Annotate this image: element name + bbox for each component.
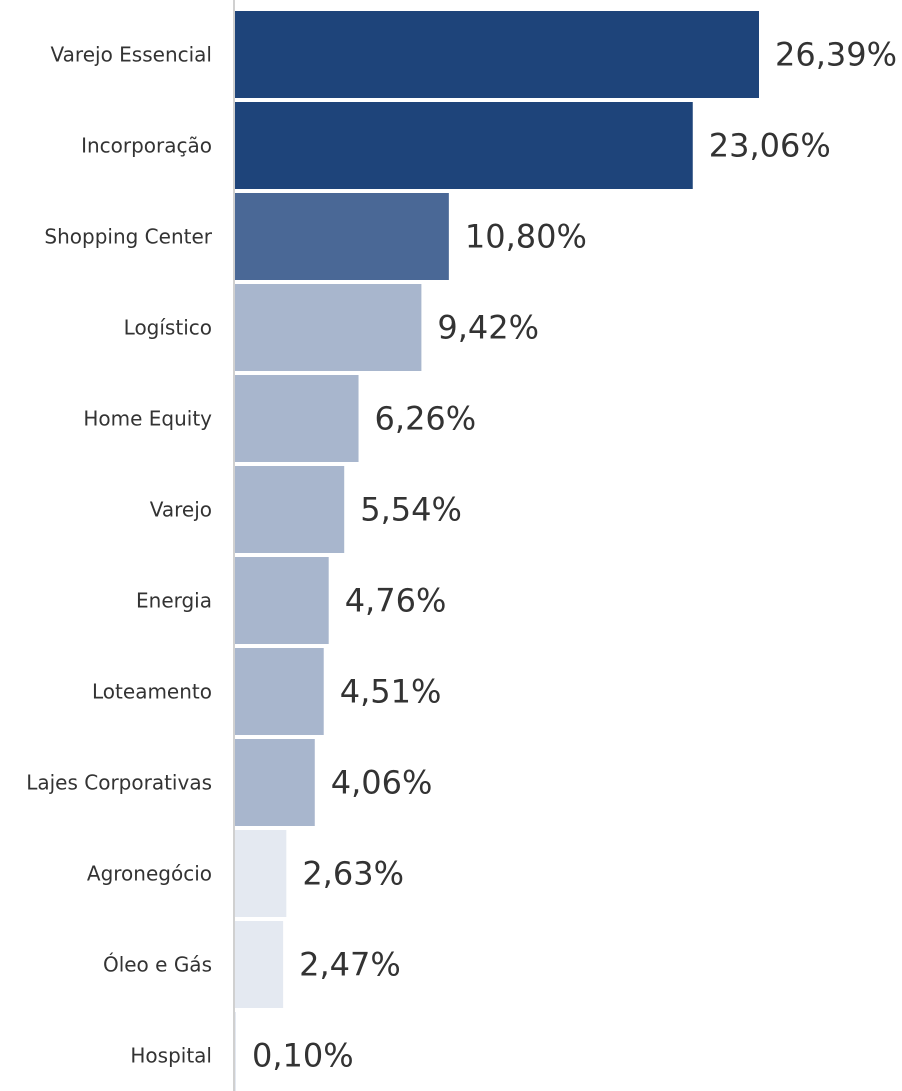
- category-label: Energia: [136, 589, 212, 613]
- bar: [234, 921, 284, 1008]
- bar: [234, 284, 422, 371]
- category-label: Incorporação: [81, 134, 212, 158]
- category-label: Varejo Essencial: [51, 43, 212, 67]
- category-label: Varejo: [150, 498, 212, 522]
- category-label: Loteamento: [92, 680, 212, 704]
- bar: [234, 193, 449, 280]
- category-label: Shopping Center: [44, 225, 212, 249]
- bar: [234, 375, 359, 462]
- value-label: 4,06%: [331, 764, 433, 802]
- category-label: Logístico: [124, 316, 212, 340]
- value-label: 9,42%: [437, 309, 539, 347]
- category-label: Lajes Corporativas: [26, 771, 212, 795]
- value-label: 2,47%: [299, 946, 401, 984]
- value-label: 26,39%: [775, 36, 897, 74]
- bar: [234, 466, 345, 553]
- bar: [234, 648, 324, 735]
- bars-layer: [234, 11, 759, 1091]
- value-label: 2,63%: [302, 855, 404, 893]
- bar: [234, 102, 693, 189]
- bar: [234, 830, 287, 917]
- category-label: Agronegócio: [87, 862, 212, 886]
- value-label: 10,80%: [465, 218, 587, 256]
- category-label: Home Equity: [83, 407, 212, 431]
- value-label: 5,54%: [360, 491, 462, 529]
- bar: [234, 739, 315, 826]
- category-label: Hospital: [130, 1044, 212, 1068]
- bar: [234, 557, 329, 644]
- value-label: 23,06%: [709, 127, 831, 165]
- value-label: 4,51%: [340, 673, 442, 711]
- value-label: 6,26%: [375, 400, 477, 438]
- labels-layer: Varejo Essencial 26,39% Incorporação 23,06%…: [26, 36, 897, 1075]
- value-label: 4,76%: [345, 582, 447, 620]
- bar: [234, 11, 759, 98]
- category-label: Óleo e Gás: [103, 953, 212, 977]
- value-label: 0,10%: [252, 1037, 354, 1075]
